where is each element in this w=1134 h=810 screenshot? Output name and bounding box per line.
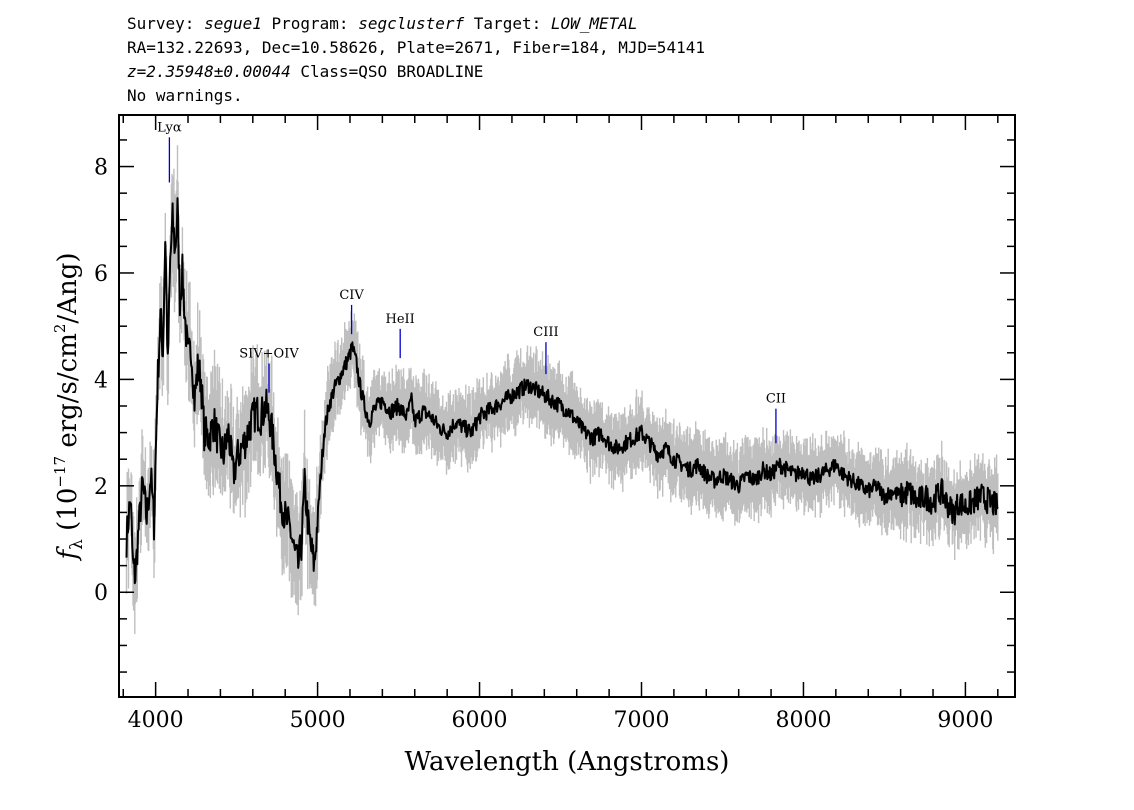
x-tick-label: 4000 — [128, 708, 184, 733]
header-line-survey: Survey: segue1 Program: segclusterf Targ… — [127, 12, 705, 36]
y-label-close: /Ang) — [53, 253, 83, 324]
target-label: Target: — [464, 14, 551, 33]
y-label-exp2: 2 — [51, 324, 69, 334]
y-axis-label: fλ (10−17 erg/s/cm2/Ang) — [51, 253, 87, 562]
header-line-redshift: z=2.35948±0.00044 Class=QSO BROADLINE — [127, 60, 705, 84]
x-tick-label: 7000 — [614, 708, 670, 733]
class-value: Class=QSO BROADLINE — [290, 62, 484, 81]
x-tick-label: 9000 — [937, 708, 993, 733]
line-label: HeII — [386, 312, 415, 327]
y-label-open: (10 — [53, 488, 83, 540]
y-label-mid: erg/s/cm — [53, 333, 83, 456]
line-label: CIII — [533, 325, 558, 340]
redshift-value: z=2.35948±0.00044 — [127, 62, 291, 81]
y-tick-label: 4 — [94, 368, 108, 393]
target-value: LOW_METAL — [550, 14, 638, 33]
flux-series — [125, 197, 999, 585]
tick-layer: 4000 5000 6000 7000 8000 9000 0 2 4 6 8 — [94, 116, 1014, 733]
emission-line-layer: Lyα SIV+OIV CIV HeII CIII CII — [157, 120, 786, 444]
y-label-sub: λ — [67, 539, 87, 550]
line-label: CII — [766, 392, 786, 407]
line-label: SIV+OIV — [239, 346, 299, 361]
x-tick-label: 8000 — [775, 708, 831, 733]
y-label-exp: −17 — [51, 456, 69, 488]
y-tick-label: 0 — [94, 581, 108, 606]
flux-layer — [125, 197, 999, 585]
y-tick-label: 8 — [94, 156, 108, 181]
error-band-layer — [125, 145, 999, 635]
survey-label: Survey: — [127, 14, 205, 33]
header-line-coords: RA=132.22693, Dec=10.58626, Plate=2671, … — [127, 38, 705, 57]
line-label: CIV — [339, 288, 364, 303]
error-band — [125, 145, 999, 635]
line-label: Lyα — [157, 120, 182, 135]
y-tick-label: 2 — [94, 475, 108, 500]
program-label: Program: — [261, 14, 359, 33]
program-value: segclusterf — [358, 14, 465, 33]
header-line-warnings: No warnings. — [127, 86, 243, 105]
x-axis-label: Wavelength (Angstroms) — [405, 747, 730, 777]
y-tick-label: 6 — [94, 262, 108, 287]
spectrum-header: Survey: segue1 Program: segclusterf Targ… — [127, 12, 705, 108]
survey-value: segue1 — [204, 14, 262, 33]
x-tick-label: 5000 — [290, 708, 346, 733]
plot-frame — [118, 114, 1016, 698]
x-tick-label: 6000 — [452, 708, 508, 733]
